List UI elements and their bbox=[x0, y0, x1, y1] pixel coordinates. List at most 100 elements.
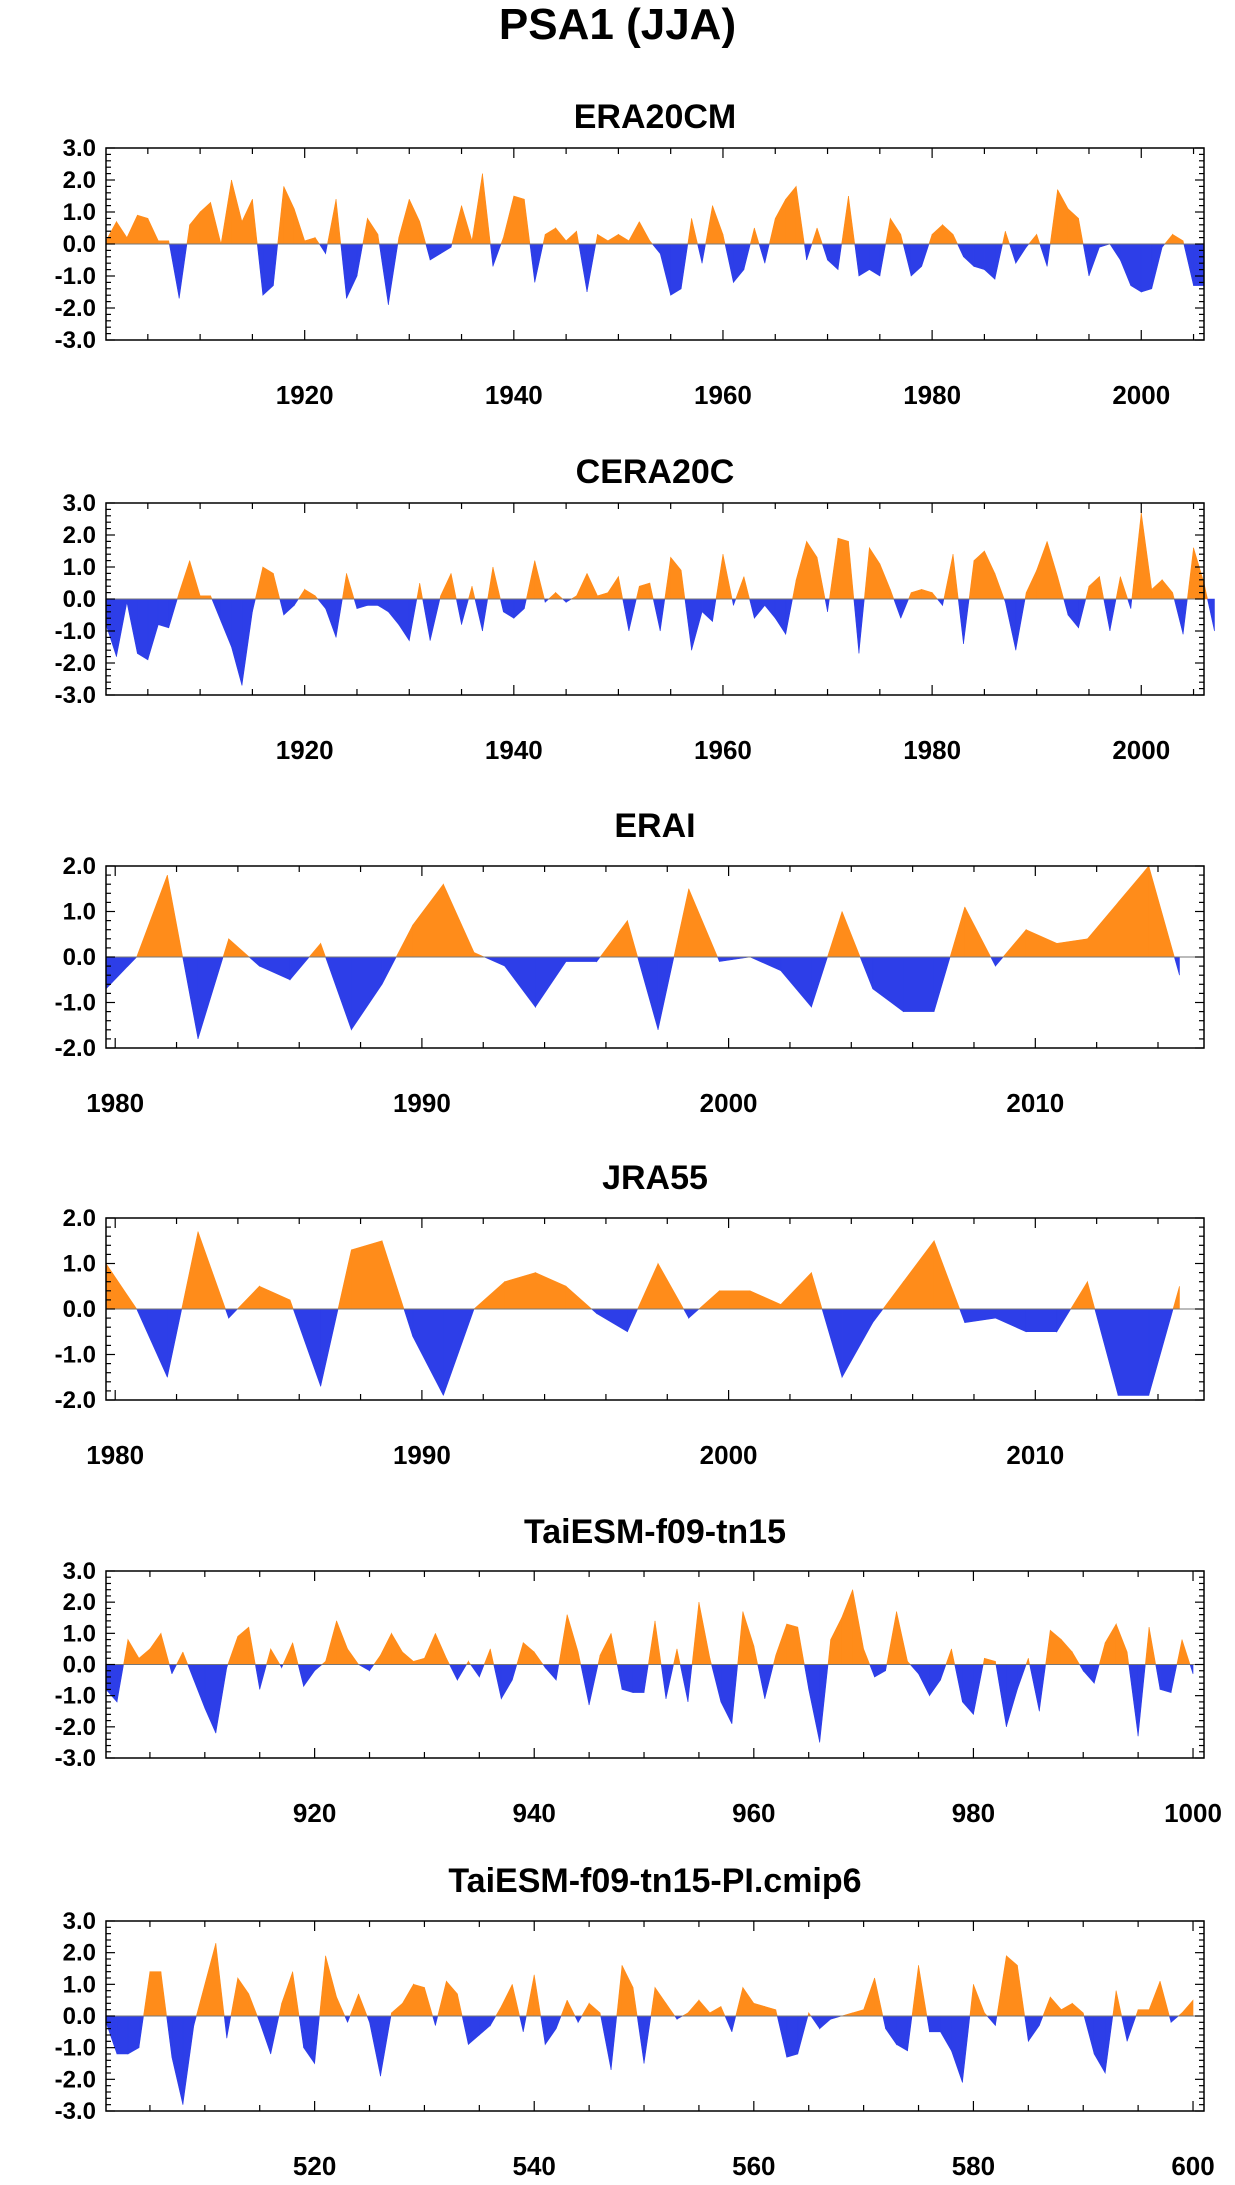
negative-area bbox=[758, 243, 766, 264]
negative-area bbox=[859, 956, 874, 989]
negative-area bbox=[743, 243, 751, 270]
positive-area bbox=[863, 547, 870, 600]
positive-area bbox=[358, 1993, 368, 2017]
positive-area bbox=[1172, 592, 1175, 600]
negative-area bbox=[627, 1308, 639, 1332]
positive-area bbox=[437, 1981, 447, 2017]
positive-area bbox=[952, 554, 959, 600]
positive-area bbox=[167, 875, 184, 958]
positive-area bbox=[1060, 1638, 1073, 1665]
negative-area bbox=[335, 598, 343, 638]
positive-area bbox=[848, 541, 855, 600]
positive-area bbox=[282, 1642, 293, 1665]
positive-area bbox=[742, 1986, 755, 2017]
negative-area bbox=[910, 243, 922, 277]
negative-area bbox=[995, 956, 1004, 967]
positive-area bbox=[461, 205, 473, 245]
negative-area bbox=[367, 598, 379, 606]
y-tick-label: -1.0 bbox=[55, 1342, 96, 1369]
negative-area bbox=[733, 598, 737, 606]
negative-area bbox=[204, 1664, 217, 1734]
positive-area bbox=[495, 2005, 502, 2017]
positive-area bbox=[143, 1971, 151, 2017]
positive-area bbox=[1085, 586, 1090, 600]
positive-area bbox=[1049, 189, 1058, 245]
positive-area bbox=[215, 1943, 225, 2017]
positive-area bbox=[147, 218, 159, 245]
negative-area bbox=[182, 2015, 195, 2105]
negative-area bbox=[872, 956, 904, 1013]
negative-area bbox=[126, 598, 138, 654]
y-tick-label: -2.0 bbox=[55, 650, 96, 677]
positive-area bbox=[236, 1285, 260, 1310]
positive-area bbox=[664, 557, 671, 600]
panel-1: CERA20C -3.0 -2.0 -1.0 0.0 1.0 2.0 3.0 1920 1940 1… bbox=[55, 453, 1215, 765]
positive-area bbox=[373, 1654, 381, 1665]
x-tick-label: 600 bbox=[1171, 2151, 1214, 2181]
negative-area bbox=[138, 2015, 144, 2048]
positive-area bbox=[816, 557, 826, 600]
positive-area bbox=[607, 233, 619, 245]
negative-area bbox=[957, 598, 964, 644]
positive-area bbox=[346, 573, 355, 600]
negative-area bbox=[719, 956, 751, 962]
negative-area bbox=[804, 243, 807, 261]
x-tick-label: 2010 bbox=[1006, 1088, 1064, 1118]
negative-area bbox=[256, 243, 264, 296]
y-tick-label: -1.0 bbox=[55, 1683, 96, 1710]
negative-area bbox=[440, 243, 452, 255]
negative-area bbox=[193, 1664, 206, 1709]
negative-area bbox=[731, 2015, 737, 2032]
positive-area bbox=[492, 566, 501, 600]
negative-area bbox=[918, 1664, 930, 1696]
negative-area bbox=[425, 243, 431, 261]
positive-area bbox=[542, 234, 546, 245]
negative-area bbox=[289, 956, 310, 981]
negative-area bbox=[1173, 598, 1184, 635]
y-tick-label: -3.0 bbox=[55, 327, 96, 354]
positive-area bbox=[473, 951, 485, 958]
y-tick-label: 3.0 bbox=[63, 490, 96, 517]
positive-area bbox=[1176, 1639, 1183, 1665]
negative-area bbox=[353, 598, 358, 609]
positive-area bbox=[657, 1262, 685, 1310]
positive-area bbox=[123, 1639, 129, 1665]
positive-area bbox=[1028, 233, 1037, 245]
panel-title: ERAI bbox=[614, 807, 695, 845]
positive-area bbox=[533, 1974, 542, 2017]
negative-area bbox=[490, 243, 494, 267]
negative-area bbox=[1109, 243, 1121, 262]
negative-area bbox=[621, 1664, 634, 1693]
positive-area bbox=[446, 1658, 451, 1665]
positive-area bbox=[535, 1272, 567, 1310]
negative-area bbox=[858, 598, 865, 654]
negative-area bbox=[1015, 598, 1026, 651]
positive-area bbox=[775, 2009, 778, 2017]
positive-area bbox=[566, 2000, 576, 2017]
positive-area bbox=[577, 1651, 582, 1665]
positive-area bbox=[588, 2002, 601, 2017]
negative-area bbox=[1028, 2015, 1040, 2043]
positive-area bbox=[199, 201, 211, 245]
negative-area bbox=[1127, 598, 1132, 609]
negative-area bbox=[1063, 598, 1069, 616]
positive-area bbox=[1126, 1651, 1130, 1665]
negative-area bbox=[248, 956, 260, 967]
negative-area bbox=[1130, 243, 1142, 293]
y-tick-label: 2.0 bbox=[63, 853, 96, 880]
x-tick-label: 560 bbox=[732, 2151, 775, 2181]
negative-area bbox=[317, 598, 326, 610]
y-tick-label: 3.0 bbox=[63, 1558, 96, 1585]
negative-area bbox=[252, 598, 256, 612]
positive-area bbox=[942, 224, 954, 245]
negative-area bbox=[951, 2015, 963, 2083]
positive-area bbox=[627, 920, 639, 958]
x-tick-label: 1940 bbox=[485, 735, 543, 765]
positive-area bbox=[533, 1651, 544, 1665]
positive-area bbox=[698, 1999, 711, 2017]
positive-area bbox=[918, 1965, 928, 2017]
y-tick-label: 0.0 bbox=[63, 2003, 96, 2030]
negative-area bbox=[292, 1308, 321, 1387]
negative-area bbox=[1183, 243, 1194, 286]
negative-area bbox=[484, 956, 506, 967]
